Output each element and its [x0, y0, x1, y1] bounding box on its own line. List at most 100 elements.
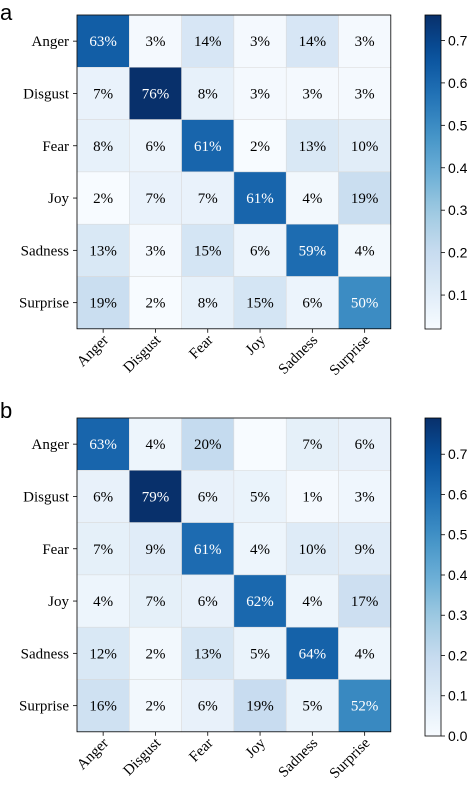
y-tick-label: Anger — [32, 437, 70, 453]
heatmap-cell — [181, 171, 235, 225]
cell-value-label: 8% — [198, 86, 218, 102]
cell-value-label: 61% — [246, 191, 274, 207]
colorbar-tick-label: 0.7 — [448, 32, 468, 48]
cell-value-label: 13% — [299, 139, 327, 155]
heatmap-cell — [181, 119, 235, 173]
cell-value-label: 6% — [198, 489, 218, 505]
cell-value-label: 3% — [355, 489, 375, 505]
colorbar-tick-label: 0.2 — [448, 647, 468, 663]
heatmap-cell — [233, 679, 287, 733]
heatmap-cell — [181, 223, 235, 277]
cell-value-label: 9% — [145, 542, 165, 558]
heatmap-cell — [338, 574, 392, 628]
heatmap-cell — [285, 470, 339, 523]
cell-value-label: 17% — [351, 594, 379, 610]
x-tick-label: Joy — [243, 735, 269, 761]
colorbar-tick-label: 0.5 — [448, 117, 468, 133]
colorbar-tick-label: 0.5 — [448, 527, 468, 543]
cell-value-label: 2% — [93, 191, 113, 207]
colorbar-tick-label: 0.7 — [448, 446, 468, 462]
heatmap-cell — [285, 626, 339, 680]
heatmap-panel-b: b 63% 4% 20% 7% 6% 6% 79% 6% 5% 1% 3% 7% 9% 61% 4% 10% 9%… — [0, 398, 468, 782]
heatmap-cell — [285, 574, 339, 628]
cell-value-label: 16% — [89, 699, 117, 715]
cell-value-label: 3% — [355, 34, 375, 50]
heatmap-cell — [233, 171, 287, 225]
colorbar — [424, 14, 442, 330]
cell-value-label: 6% — [93, 489, 113, 505]
cell-value-label: 4% — [250, 542, 270, 558]
cell-value-label: 8% — [198, 296, 218, 312]
heatmap-cell — [181, 679, 235, 733]
cell-value-label: 79% — [142, 489, 170, 505]
heatmap-cell — [233, 417, 287, 471]
cell-value-label: 20% — [194, 437, 222, 453]
cell-value-label: 15% — [246, 296, 274, 312]
x-tick-label: Surprise — [327, 332, 374, 379]
cell-value-label: 6% — [355, 437, 375, 453]
y-tick-label: Surprise — [19, 699, 69, 715]
heatmap-cell — [129, 470, 182, 523]
heatmap-cell — [129, 119, 182, 173]
heatmap-cell — [338, 470, 392, 523]
heatmap-cell — [338, 679, 392, 733]
heatmap-cell — [233, 470, 287, 523]
x-tick-label: Sadness — [276, 735, 322, 781]
colorbar-tick-label: 0.4 — [448, 160, 468, 176]
x-tick-label: Disgust — [121, 332, 165, 376]
x-tick-label: Surprise — [327, 735, 374, 782]
cell-value-label: 13% — [89, 243, 117, 259]
y-tick-label: Fear — [42, 139, 69, 155]
cell-value-label: 6% — [198, 699, 218, 715]
cell-value-label: 61% — [194, 139, 222, 155]
x-tick-label: Fear — [186, 332, 216, 362]
cell-value-label: 52% — [351, 699, 379, 715]
x-tick-label: Anger — [74, 332, 112, 370]
y-tick-label: Disgust — [23, 489, 70, 505]
cell-value-label: 4% — [93, 594, 113, 610]
colorbar-tick-label: 0.6 — [448, 486, 468, 502]
cell-value-label: 4% — [302, 594, 322, 610]
heatmap-cell — [76, 171, 130, 225]
colorbar-tick-label: 0.3 — [448, 202, 468, 218]
cell-value-label: 63% — [89, 34, 117, 50]
cell-value-label: 5% — [302, 699, 322, 715]
heatmap-cell — [285, 171, 339, 225]
cell-value-label: 7% — [145, 594, 165, 610]
heatmap-cell — [338, 119, 392, 173]
x-tick-label: Fear — [186, 735, 216, 765]
colorbar-tick-label: 0.1 — [448, 688, 468, 704]
cell-value-label: 3% — [145, 34, 165, 50]
heatmap-cell — [285, 119, 339, 173]
heatmap-cell — [285, 276, 339, 330]
cell-value-label: 5% — [250, 646, 270, 662]
heatmap-cell — [129, 417, 182, 471]
heatmap-cell — [233, 67, 287, 120]
heatmap-cell — [285, 679, 339, 733]
x-tick-label: Joy — [243, 332, 269, 358]
colorbar-tick-label: 0.2 — [448, 245, 468, 261]
cell-value-label: 6% — [145, 139, 165, 155]
heatmap-cell — [76, 679, 130, 733]
cell-value-label: 6% — [250, 243, 270, 259]
heatmap-cell — [76, 626, 130, 680]
cell-value-label: 12% — [89, 646, 117, 662]
heatmap-cell — [76, 119, 130, 173]
colorbar-tick-label: 0.4 — [448, 567, 468, 583]
cell-value-label: 7% — [93, 86, 113, 102]
heatmap-cell — [285, 417, 339, 471]
heatmap-cell — [338, 626, 392, 680]
heatmap-cell — [181, 574, 235, 628]
heatmap-cell — [129, 522, 182, 576]
cell-value-label: 7% — [198, 191, 218, 207]
heatmap-cell — [181, 417, 235, 471]
heatmap-cell — [181, 522, 235, 576]
cell-value-label: 19% — [351, 191, 379, 207]
y-tick-label: Sadness — [21, 243, 69, 259]
heatmap-cell — [129, 626, 182, 680]
cell-value-label: 3% — [250, 34, 270, 50]
heatmap-cell — [233, 223, 287, 277]
cell-value-label: 4% — [302, 191, 322, 207]
heatmap-panel-a: a 63% 3% 14% 3% 14% 3% 7% 76% 8% 3% 3% 3% 8% 6% 61% 2% 13… — [0, 0, 468, 379]
